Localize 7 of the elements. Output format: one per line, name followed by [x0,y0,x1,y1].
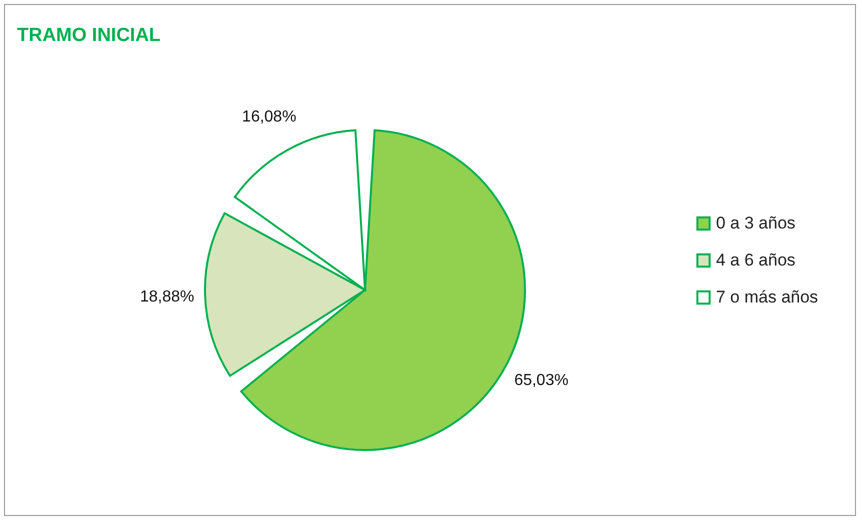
chart-title: TRAMO INICIAL [17,25,161,46]
legend-label: 4 a 6 años [716,250,796,270]
legend-label: 0 a 3 años [716,214,796,232]
legend-label: 7 o más años [716,288,818,306]
data-label: 18,88% [140,288,194,306]
data-label: 16,08% [242,108,296,126]
data-label: 65,03% [514,372,568,390]
